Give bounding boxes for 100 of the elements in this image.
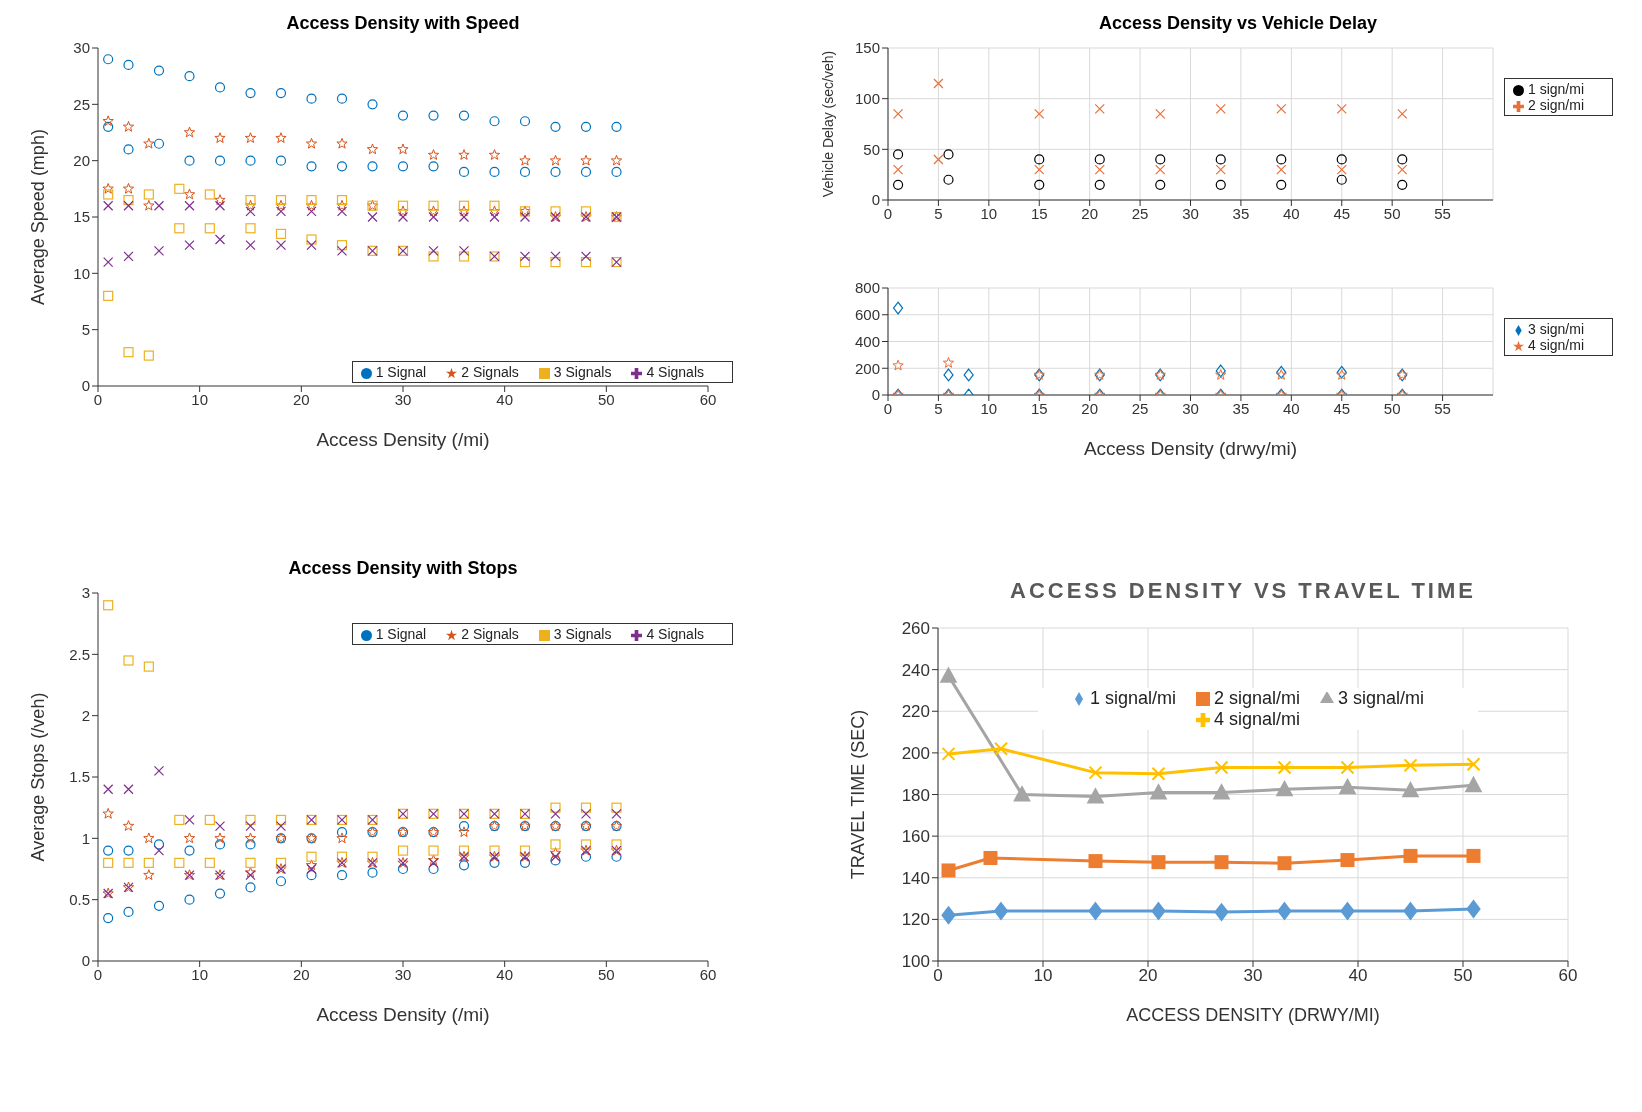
point: [1340, 853, 1355, 868]
point: [580, 256, 592, 268]
point: [306, 870, 317, 881]
x-tick-label: 30: [1182, 399, 1199, 417]
point: [306, 161, 317, 172]
point: [611, 166, 622, 178]
y-tick-label: 600: [854, 306, 880, 324]
point: [275, 228, 287, 239]
point: [244, 866, 257, 878]
point: [244, 199, 257, 211]
point: [397, 211, 409, 223]
x-tick-label: 50: [597, 965, 615, 983]
point: [102, 182, 114, 194]
point: [336, 199, 348, 211]
point: [1277, 760, 1292, 775]
point: [550, 808, 561, 819]
x-tick-label: 10: [980, 204, 998, 222]
point: [245, 857, 256, 868]
point: [943, 149, 954, 160]
y-tick-label: 20: [73, 151, 90, 169]
point: [458, 205, 470, 217]
point: [580, 802, 592, 813]
point: [336, 195, 348, 206]
x-tick-label: 35: [1232, 399, 1250, 417]
x-tick-label: 15: [1030, 399, 1048, 417]
point: [123, 144, 134, 155]
x-tick-label: 50: [1383, 204, 1401, 222]
point: [580, 154, 592, 166]
y-tick-label: 0.5: [69, 890, 90, 908]
point: [489, 211, 500, 223]
point: [1397, 154, 1408, 165]
point: [1276, 781, 1293, 797]
legend-label: 3 sign/mi: [1527, 321, 1584, 337]
point: [940, 667, 957, 683]
point: [1336, 164, 1347, 175]
point: [428, 251, 439, 262]
chart-title: Access Density with Speed: [285, 12, 521, 35]
point: [941, 863, 956, 878]
point: [184, 814, 195, 826]
point: [275, 155, 287, 166]
point: [1034, 108, 1045, 119]
point: [153, 65, 165, 76]
y-tick-label: 10: [73, 264, 90, 282]
x-tick-label: 55: [1434, 399, 1451, 417]
point: [1466, 848, 1481, 863]
point: [1150, 784, 1167, 800]
chart-title: ACCESS DENSITY VS TRAVEL TIME: [1009, 577, 1477, 605]
point: [103, 857, 114, 868]
point: [1034, 179, 1045, 190]
point: [458, 211, 470, 223]
point: [1397, 164, 1408, 175]
point: [143, 199, 155, 211]
point: [153, 839, 165, 850]
point: [183, 832, 196, 844]
point: [123, 59, 134, 70]
point: [1151, 902, 1166, 920]
point: [1215, 164, 1226, 175]
point: [1214, 903, 1229, 921]
point: [184, 845, 195, 856]
point: [458, 860, 470, 871]
point: [123, 200, 134, 211]
point: [153, 138, 165, 149]
point: [245, 814, 256, 826]
point: [1276, 154, 1287, 165]
point: [1402, 782, 1419, 798]
point: [580, 121, 592, 132]
point: [214, 839, 226, 850]
x-tick-label: 60: [699, 390, 717, 408]
point: [123, 347, 134, 358]
x-tick-label: 40: [496, 965, 514, 983]
point: [103, 121, 114, 132]
point: [336, 206, 348, 217]
point: [275, 876, 287, 887]
point: [611, 802, 622, 813]
y-tick-label: 0: [871, 191, 880, 209]
point: [214, 82, 226, 93]
point: [550, 802, 561, 813]
y-tick-label: 2: [81, 706, 90, 724]
point: [1403, 848, 1418, 863]
point: [244, 132, 257, 143]
x-tick-label: 10: [191, 965, 209, 983]
point: [1403, 902, 1418, 920]
point: [103, 290, 114, 301]
point: [103, 600, 114, 611]
point: [1094, 179, 1105, 190]
point: [123, 784, 134, 795]
point: [123, 857, 134, 868]
point: [519, 256, 531, 268]
point: [1466, 900, 1481, 918]
point: [397, 161, 409, 172]
x-tick-label: 50: [1453, 966, 1473, 986]
legend-label: 2 sign/mi: [1527, 97, 1584, 113]
point: [549, 847, 562, 858]
point: [943, 174, 954, 185]
point: [397, 845, 409, 856]
point: [580, 251, 592, 262]
point: [306, 206, 317, 217]
point: [143, 350, 154, 361]
legend-label: 3 signal/mi: [1338, 688, 1425, 708]
point: [244, 832, 257, 844]
